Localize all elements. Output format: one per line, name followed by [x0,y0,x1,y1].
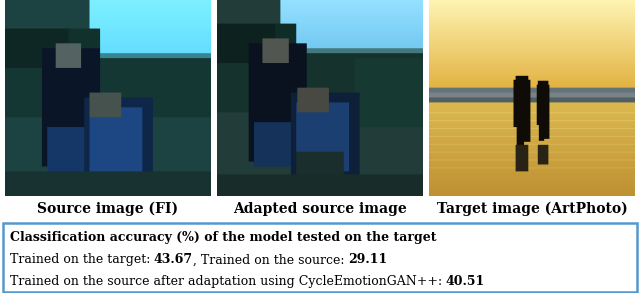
Text: , Trained on the source:: , Trained on the source: [193,253,349,266]
FancyBboxPatch shape [3,223,637,292]
Text: 43.67: 43.67 [154,253,193,266]
Text: 29.11: 29.11 [349,253,388,266]
Text: Classification accuracy (%) of the model tested on the target: Classification accuracy (%) of the model… [10,231,436,244]
Text: Source image (FI): Source image (FI) [37,202,179,216]
Text: 40.51: 40.51 [445,275,485,288]
Text: Target image (ArtPhoto): Target image (ArtPhoto) [436,202,627,216]
Text: Trained on the target:: Trained on the target: [10,253,154,266]
Text: Adapted source image: Adapted source image [233,202,407,216]
Text: Trained on the source after adaptation using CycleEmotionGAN++:: Trained on the source after adaptation u… [10,275,445,288]
